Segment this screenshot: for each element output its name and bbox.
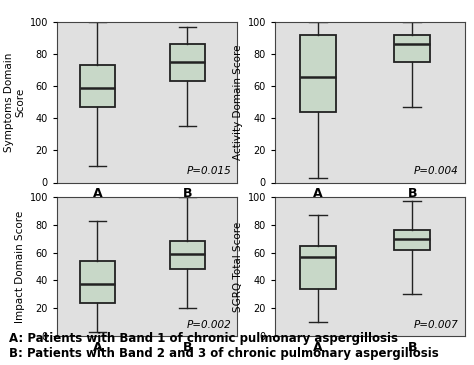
PathPatch shape <box>170 242 205 269</box>
Text: P=0.015: P=0.015 <box>187 166 232 176</box>
PathPatch shape <box>80 261 115 303</box>
PathPatch shape <box>170 45 205 81</box>
Y-axis label: Symptoms Domain
Score: Symptoms Domain Score <box>4 53 25 152</box>
Y-axis label: Impact Domain Score: Impact Domain Score <box>15 210 25 323</box>
Text: P=0.007: P=0.007 <box>414 320 459 330</box>
Text: B: Patients with Band 2 and 3 of chronic pulmonary aspergillosis: B: Patients with Band 2 and 3 of chronic… <box>9 346 439 360</box>
Y-axis label: SGRQ Total Score: SGRQ Total Score <box>233 221 243 312</box>
Text: P=0.002: P=0.002 <box>187 320 232 330</box>
PathPatch shape <box>300 35 336 112</box>
Text: A: Patients with Band 1 of chronic pulmonary aspergillosis: A: Patients with Band 1 of chronic pulmo… <box>9 332 399 345</box>
PathPatch shape <box>394 230 430 250</box>
PathPatch shape <box>394 35 430 62</box>
PathPatch shape <box>80 65 115 107</box>
PathPatch shape <box>300 246 336 289</box>
Y-axis label: Activity Domain Score: Activity Domain Score <box>233 45 243 160</box>
Text: P=0.004: P=0.004 <box>414 166 459 176</box>
